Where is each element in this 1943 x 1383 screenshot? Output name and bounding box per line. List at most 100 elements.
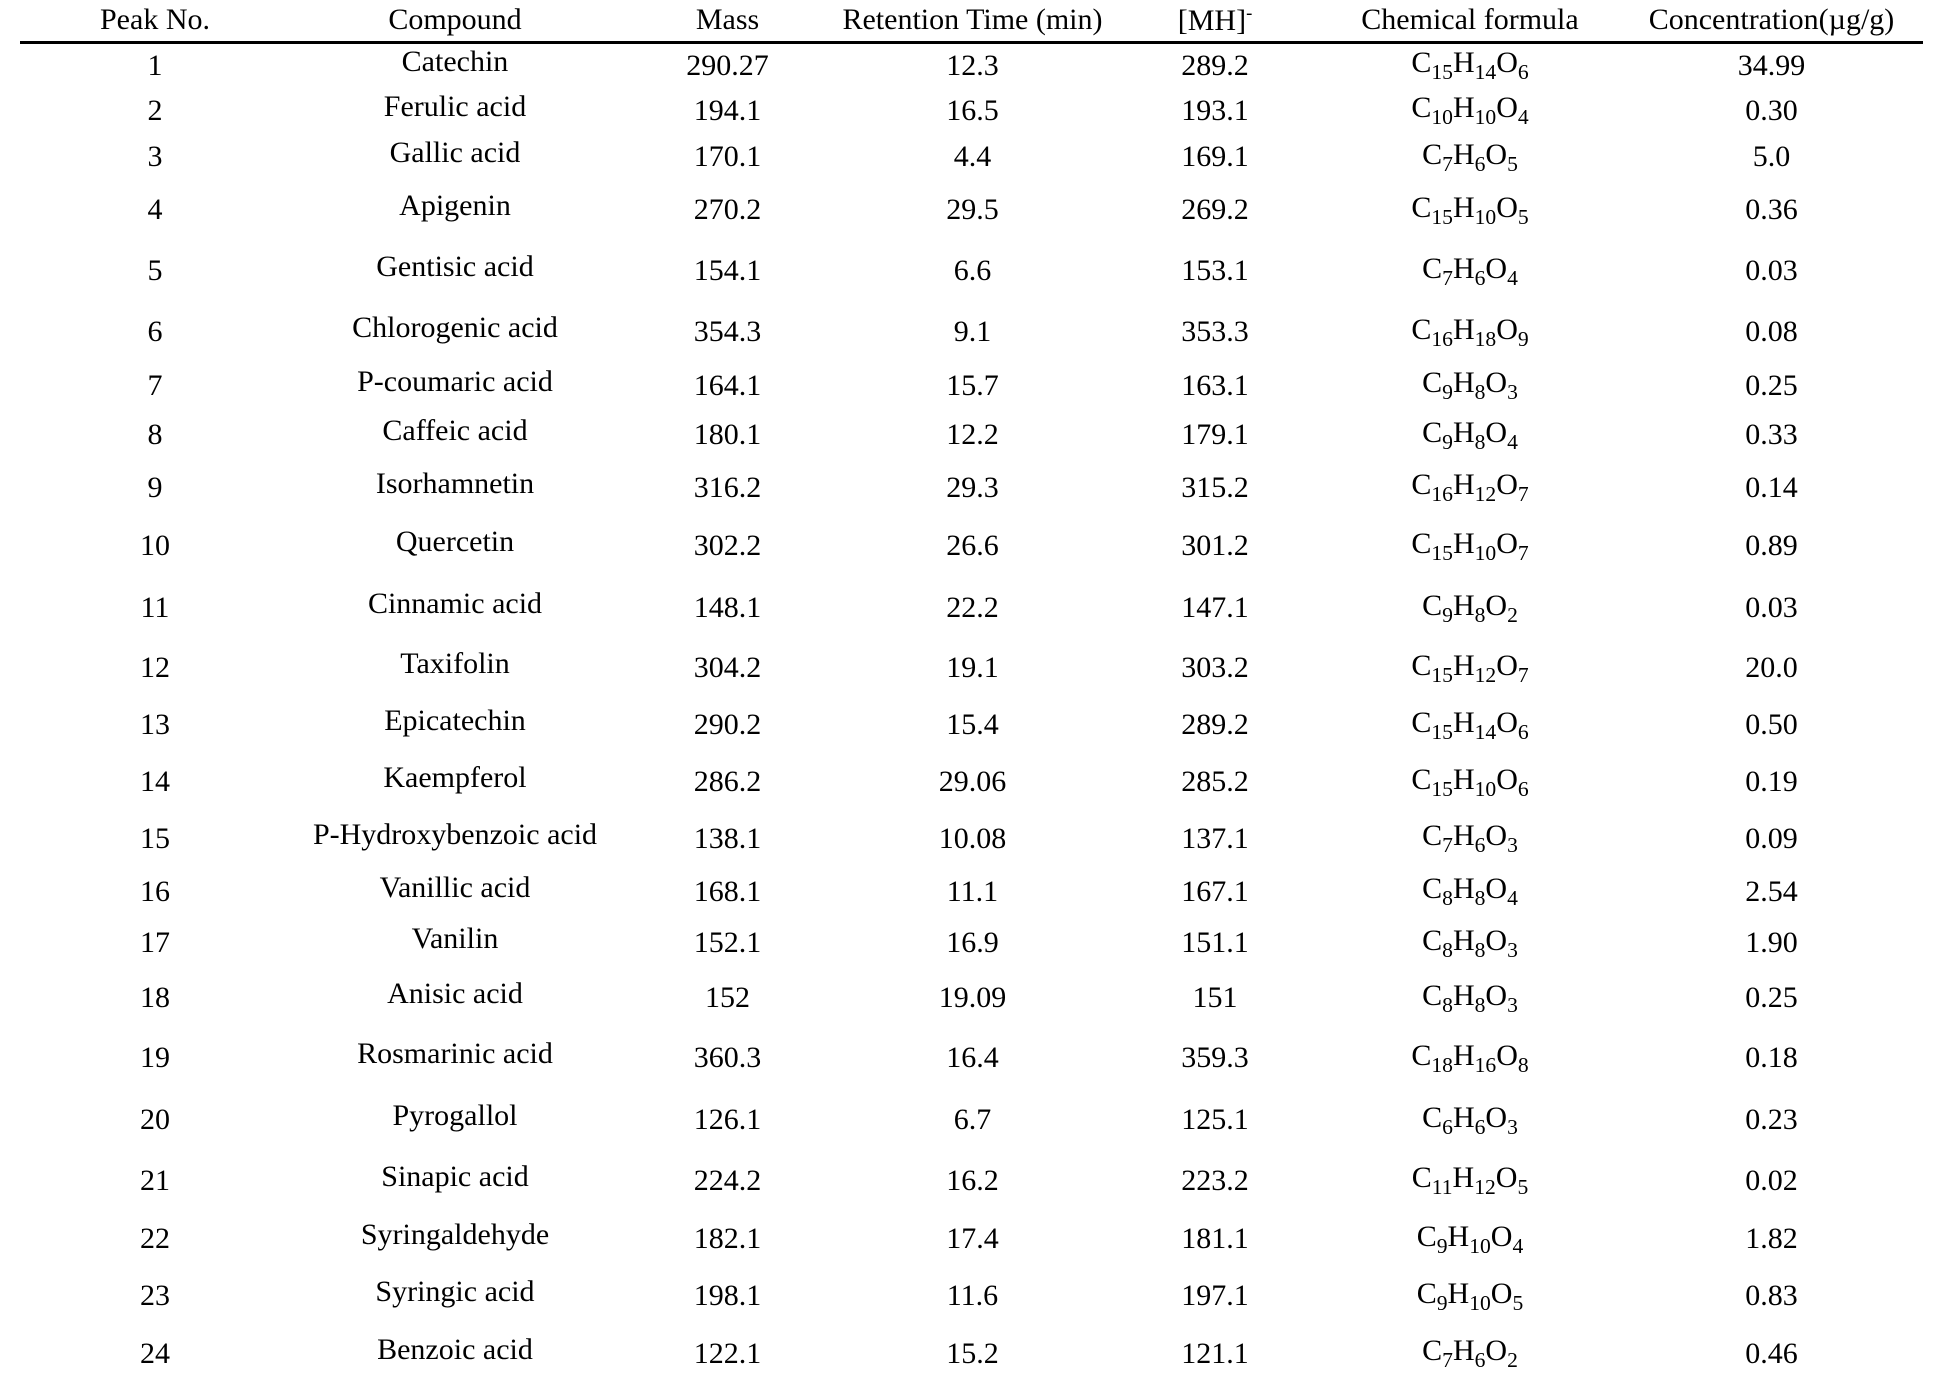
cell-mass: 126.1 (693, 1103, 762, 1136)
cell-mh: 153.1 (1181, 254, 1249, 287)
cell-peak-no: 21 (140, 1163, 170, 1197)
cell-compound: Isorhamnetin (290, 460, 620, 515)
cell-mh: 301.2 (1181, 529, 1249, 562)
cell-retention-time: 22.2 (946, 591, 999, 624)
cell-retention-time: 16.2 (946, 1163, 999, 1197)
cell-compound: Taxifolin (290, 639, 620, 697)
cell-chemical-formula: C7H6O2 (1422, 1334, 1518, 1372)
cell-mass: 224.2 (693, 1163, 762, 1197)
cell-peak-no: 14 (140, 765, 170, 798)
cell-mh: 193.1 (1181, 93, 1249, 127)
table-row: 9 Isorhamnetin 316.2 29.3 315.2 C16H12O7… (20, 460, 1923, 515)
cell-retention-time: 11.1 (946, 874, 999, 908)
table-row: 13 Epicatechin 290.2 15.4 289.2 C15H14O6… (20, 697, 1923, 753)
cell-concentration: 0.14 (1745, 470, 1798, 504)
header-cell-mass: Mass (620, 0, 835, 44)
mh-label: [MH] (1177, 3, 1247, 37)
cell-compound: Chlorogenic acid (290, 303, 620, 361)
cell-mass: 164.1 (693, 368, 762, 402)
cell-compound: Quercetin (290, 515, 620, 577)
table-row: 18 Anisic acid 152 19.09 151 C8H8O3 0.25 (20, 969, 1923, 1027)
cell-chemical-formula: C6H6O3 (1422, 1100, 1518, 1139)
cell-chemical-formula: C15H10O5 (1411, 190, 1529, 229)
cell-peak-no: 16 (140, 874, 170, 908)
cell-mass: 180.1 (693, 418, 762, 451)
cell-concentration: 0.03 (1745, 591, 1798, 624)
cell-concentration: 0.46 (1745, 1336, 1798, 1370)
cell-concentration: 0.50 (1745, 708, 1798, 741)
cell-chemical-formula: C9H8O4 (1422, 415, 1518, 454)
cell-concentration: 0.08 (1745, 315, 1798, 348)
cell-compound: P-coumaric acid (290, 361, 620, 410)
cell-compound: Syringaldehyde (290, 1210, 620, 1268)
cell-compound: P-Hydroxybenzoic acid (290, 811, 620, 866)
cell-compound: Pyrogallol (290, 1089, 620, 1151)
cell-chemical-formula: C9H8O3 (1422, 366, 1518, 404)
compound-name: Catechin (401, 44, 509, 78)
cell-retention-time: 17.4 (946, 1222, 999, 1255)
table-row: 3 Gallic acid 170.1 4.4 169.1 C7H6O5 5.0 (20, 133, 1923, 181)
cell-concentration: 0.02 (1745, 1163, 1798, 1197)
cell-mh: 137.1 (1181, 821, 1249, 855)
cell-retention-time: 16.4 (946, 1041, 999, 1074)
cell-mh: 167.1 (1181, 874, 1249, 908)
cell-concentration: 0.30 (1745, 93, 1798, 127)
cell-chemical-formula: C7H6O5 (1422, 137, 1518, 176)
header-cell-peak-no: Peak No. (20, 0, 290, 44)
cell-peak-no: 24 (140, 1336, 170, 1370)
cell-retention-time: 16.5 (946, 93, 999, 127)
compound-name: Kaempferol (383, 761, 527, 794)
compound-name: Gentisic acid (376, 250, 534, 283)
cell-retention-time: 15.7 (946, 368, 999, 402)
compound-name: Syringic acid (375, 1275, 535, 1308)
cell-retention-time: 19.1 (946, 651, 999, 684)
cell-concentration: 0.03 (1745, 254, 1798, 287)
cell-mh: 285.2 (1181, 765, 1249, 798)
cell-compound: Caffeic acid (290, 410, 620, 460)
compound-table: Peak No. Compound Mass Retention Time (m… (20, 0, 1923, 1383)
cell-mass: 152.1 (693, 926, 762, 959)
cell-mh: 303.2 (1181, 651, 1249, 684)
cell-mass: 316.2 (693, 470, 762, 504)
cell-compound: Catechin (290, 42, 620, 88)
cell-mass: 360.3 (693, 1041, 762, 1074)
cell-mass: 290.27 (686, 48, 769, 82)
cell-mass: 286.2 (693, 765, 762, 798)
table-row: 21 Sinapic acid 224.2 16.2 223.2 C11H12O… (20, 1151, 1923, 1210)
cell-mh: 179.1 (1181, 418, 1249, 451)
cell-peak-no: 3 (147, 140, 163, 173)
cell-mass: 270.2 (693, 193, 762, 226)
cell-mh: 197.1 (1181, 1279, 1249, 1312)
cell-chemical-formula: C15H14O6 (1411, 46, 1529, 85)
cell-compound: Apigenin (290, 181, 620, 239)
compound-name: Epicatechin (384, 704, 526, 737)
cell-retention-time: 19.09 (938, 981, 1007, 1014)
cell-retention-time: 10.08 (938, 821, 1007, 855)
cell-chemical-formula: C9H10O5 (1416, 1276, 1524, 1315)
cell-concentration: 0.18 (1745, 1041, 1798, 1074)
cell-compound: Vanillic acid (290, 866, 620, 917)
cell-compound: Vanilin (290, 917, 620, 969)
cell-retention-time: 12.2 (946, 418, 999, 451)
cell-mass: 182.1 (693, 1222, 762, 1255)
cell-peak-no: 17 (140, 926, 170, 959)
cell-concentration: 0.89 (1745, 529, 1798, 562)
table-row: 10 Quercetin 302.2 26.6 301.2 C15H10O7 0… (20, 515, 1923, 577)
cell-concentration: 0.09 (1745, 821, 1798, 855)
compound-name: Taxifolin (400, 647, 510, 680)
cell-concentration: 1.90 (1745, 926, 1798, 959)
cell-peak-no: 5 (147, 254, 163, 287)
table-header: Peak No. Compound Mass Retention Time (m… (20, 0, 1923, 44)
cell-chemical-formula: C16H12O7 (1411, 468, 1529, 506)
compound-name: Sinapic acid (381, 1159, 529, 1193)
cell-compound: Syringic acid (290, 1268, 620, 1324)
cell-chemical-formula: C18H16O8 (1411, 1038, 1529, 1077)
cell-retention-time: 16.9 (946, 926, 999, 959)
cell-chemical-formula: C9H10O4 (1416, 1219, 1524, 1258)
header-cell-retention-time: Retention Time (min) (835, 0, 1110, 44)
cell-concentration: 0.25 (1745, 981, 1798, 1014)
cell-retention-time: 29.5 (946, 193, 999, 226)
cell-mass: 170.1 (693, 140, 762, 173)
compound-name: Benzoic acid (377, 1332, 533, 1366)
cell-chemical-formula: C15H12O7 (1411, 648, 1529, 687)
